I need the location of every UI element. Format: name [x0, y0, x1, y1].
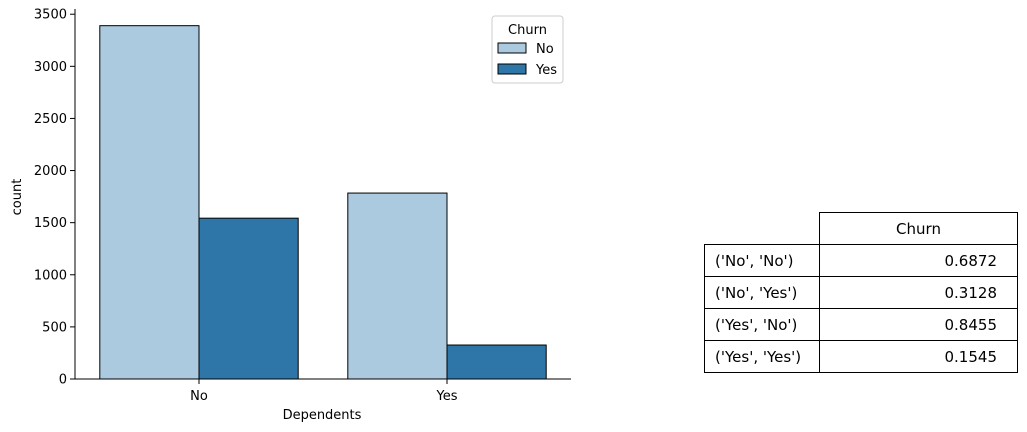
bar-no-no	[99, 25, 200, 380]
table-row: ('Yes', 'No') 0.8455	[704, 308, 1018, 341]
legend-swatch-no	[497, 42, 527, 54]
legend-swatch-yes	[497, 63, 527, 75]
row-index: ('No', 'No')	[704, 244, 820, 277]
row-value: 0.6872	[819, 244, 1018, 277]
x-axis-label: Dependents	[283, 408, 362, 423]
y-axis-label: count	[10, 179, 25, 216]
legend: Churn No Yes	[491, 15, 564, 84]
bar-chart: 0 500 1000 1500 2000 2500 3000 3500 No Yes Depend…	[10, 8, 571, 423]
y-tick-label: 1000	[34, 268, 67, 283]
table-header-row: Churn	[705, 212, 1018, 245]
churn-table: Churn ('No', 'No') 0.6872 ('No', 'Yes') …	[704, 212, 1018, 373]
y-tick-label: 1500	[34, 216, 67, 231]
bars-group	[99, 25, 547, 380]
y-tick-label: 2000	[34, 164, 67, 179]
row-value: 0.8455	[819, 308, 1018, 341]
row-index: ('Yes', 'Yes')	[704, 340, 820, 373]
y-tick-label: 3000	[34, 60, 67, 75]
table-column-header: Churn	[819, 212, 1018, 245]
y-tick-label: 500	[42, 320, 67, 335]
x-tick-label: No	[190, 389, 208, 404]
table-row: ('Yes', 'Yes') 0.1545	[704, 340, 1018, 373]
legend-label-no: No	[536, 42, 554, 57]
table-row: ('No', 'Yes') 0.3128	[704, 276, 1018, 309]
y-tick-label: 0	[59, 373, 67, 388]
bar-yes-yes	[446, 344, 547, 380]
row-value: 0.1545	[819, 340, 1018, 373]
table-row: ('No', 'No') 0.6872	[704, 244, 1018, 277]
table-corner	[705, 213, 820, 245]
legend-title: Churn	[508, 23, 547, 38]
bar-yes-no	[347, 192, 448, 380]
axes-group: 0 500 1000 1500 2000 2500 3000 3500 No Yes	[34, 8, 571, 404]
row-index: ('No', 'Yes')	[704, 276, 820, 309]
row-value: 0.3128	[819, 276, 1018, 309]
x-tick-label: Yes	[436, 389, 458, 404]
legend-label-yes: Yes	[535, 63, 557, 78]
y-tick-label: 2500	[34, 112, 67, 127]
y-tick-label: 3500	[34, 8, 67, 23]
bar-no-yes	[198, 217, 299, 380]
row-index: ('Yes', 'No')	[704, 308, 820, 341]
